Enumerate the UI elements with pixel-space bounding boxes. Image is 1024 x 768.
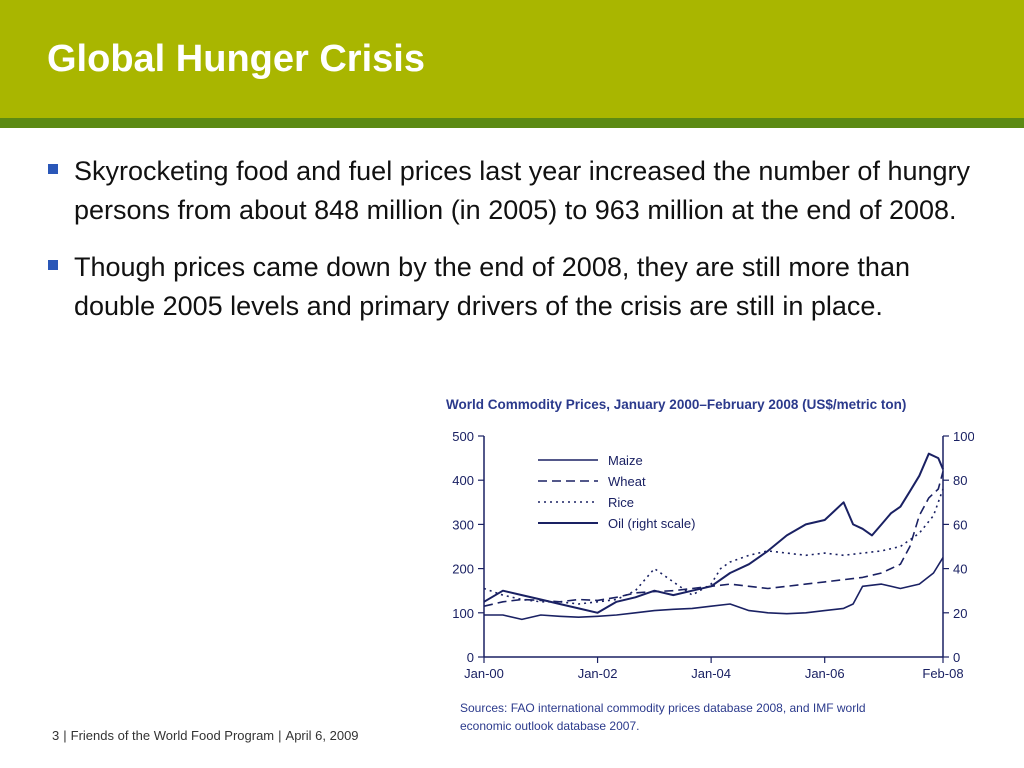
- x-tick-label: Jan-06: [805, 666, 845, 681]
- x-tick-label: Jan-04: [691, 666, 731, 681]
- legend-label: Rice: [608, 495, 634, 510]
- slide-title: Global Hunger Crisis: [47, 38, 425, 80]
- legend-label: Wheat: [608, 474, 646, 489]
- title-rule: [0, 118, 1024, 128]
- left-tick-label: 500: [452, 429, 474, 444]
- square-bullet-icon: [48, 164, 58, 174]
- left-tick-label: 300: [452, 517, 474, 532]
- right-tick-label: 60: [953, 517, 967, 532]
- footer-separator: |: [278, 728, 282, 743]
- footer: 3 | Friends of the World Food Program | Apri…: [52, 728, 359, 743]
- x-tick-label: Feb-08: [922, 666, 963, 681]
- bullet-text: Though prices came down by the end of 20…: [74, 252, 910, 321]
- series-line-maize: [484, 557, 944, 621]
- bullet-text: Skyrocketing food and fuel prices last y…: [74, 156, 970, 225]
- right-tick-label: 20: [953, 606, 967, 621]
- series-line-rice: [483, 488, 944, 605]
- legend-label: Oil (right scale): [608, 516, 695, 531]
- left-tick-label: 400: [452, 473, 474, 488]
- chart-title: World Commodity Prices, January 2000–Feb…: [446, 397, 906, 412]
- left-tick-label: 200: [452, 562, 474, 577]
- footer-separator: |: [63, 728, 67, 743]
- series-line-wheat: [483, 471, 944, 607]
- footer-date: April 6, 2009: [285, 728, 359, 743]
- right-tick-label: 40: [953, 562, 967, 577]
- chart-sources-line: economic outlook database 2007.: [460, 719, 639, 733]
- right-tick-label: 100: [953, 429, 974, 444]
- commodity-price-chart: World Commodity Prices, January 2000–Feb…: [438, 388, 974, 742]
- bullet-list: Skyrocketing food and fuel prices last y…: [48, 152, 978, 344]
- bullet-item: Though prices came down by the end of 20…: [48, 248, 978, 326]
- series-line-oil: [483, 452, 944, 614]
- legend-label: Maize: [608, 453, 643, 468]
- bullet-item: Skyrocketing food and fuel prices last y…: [48, 152, 978, 230]
- square-bullet-icon: [48, 260, 58, 270]
- left-tick-label: 0: [467, 650, 474, 665]
- right-tick-label: 0: [953, 650, 960, 665]
- footer-org: Friends of the World Food Program: [70, 728, 275, 743]
- x-tick-label: Jan-02: [578, 666, 618, 681]
- chart-svg: World Commodity Prices, January 2000–Feb…: [446, 397, 974, 733]
- chart-sources-line: Sources: FAO international commodity pri…: [460, 701, 866, 715]
- footer-page-number: 3: [52, 728, 60, 743]
- x-tick-label: Jan-00: [464, 666, 504, 681]
- title-bar: [0, 0, 1024, 118]
- left-tick-label: 100: [452, 606, 474, 621]
- right-tick-label: 80: [953, 473, 967, 488]
